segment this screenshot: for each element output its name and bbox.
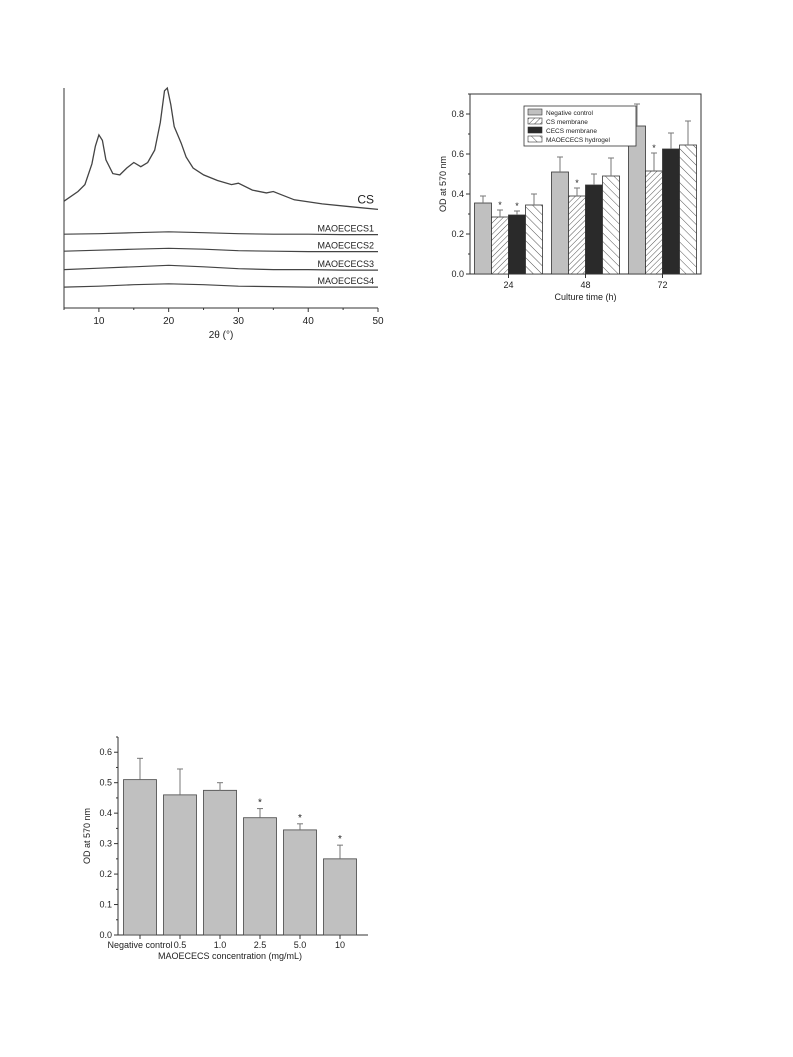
od-culture-time-chart: 0.0 0.2 0.4 0.6 0.8 OD at 570 nm Culture time …	[436, 92, 706, 304]
legend-entry: CECS membrane	[546, 128, 597, 135]
x-tick-label: 5.0	[294, 940, 307, 950]
x-tick-label: 0.5	[174, 940, 187, 950]
legend	[523, 105, 637, 147]
significance-star: *	[338, 834, 342, 845]
x-tick-label: 48	[580, 280, 590, 290]
legend-swatch	[527, 108, 543, 116]
bar-cecs-membrane	[662, 148, 680, 275]
x-tick-label: 24	[503, 280, 513, 290]
significance-star: *	[575, 178, 579, 188]
xrd-series-label-maoececs3: MAOECECS3	[317, 259, 374, 269]
y-tick-label: 0.6	[451, 149, 464, 159]
x-axis-label: 2θ (°)	[209, 330, 234, 340]
y-tick-label: 0.3	[99, 839, 112, 849]
xrd-curve-maoececs2	[63, 247, 378, 253]
legend-entry: MAOECECS hydrogel	[546, 137, 610, 144]
x-tick-label: 10	[335, 940, 345, 950]
significance-star: *	[298, 813, 302, 824]
significance-star: *	[652, 143, 656, 153]
legend-swatch	[527, 126, 543, 134]
xrd-chart: 10 20 30 40 50 2θ (°) CS MAOECECS1 MAOECECS2 MAOE…	[52, 78, 392, 341]
bar-negative-control	[474, 202, 492, 275]
y-tick-label: 0.1	[99, 900, 112, 910]
xrd-series-label-maoececs2: MAOECECS2	[317, 241, 374, 251]
legend-entry: CS membrane	[546, 119, 588, 126]
bar-maoececs-hydrogel	[679, 144, 697, 275]
bar-10	[323, 858, 357, 936]
bar-0.5	[163, 794, 197, 936]
y-tick-label: 0.6	[99, 747, 112, 757]
x-axis-label: Culture time (h)	[554, 292, 616, 302]
x-tick-label: 72	[657, 280, 667, 290]
y-tick-label: 0.4	[451, 189, 464, 199]
xrd-curve-maoececs3	[63, 264, 378, 271]
legend-swatch	[527, 117, 543, 125]
x-tick-label: Negative control	[107, 940, 172, 950]
y-tick-label: 0.0	[451, 269, 464, 279]
xrd-curve-cs	[63, 86, 379, 211]
od-culture-time-plot: 0.0 0.2 0.4 0.6 0.8 OD at 570 nm Culture time …	[438, 93, 702, 302]
y-tick-label: 0.4	[99, 808, 112, 818]
x-tick-label: 50	[372, 316, 384, 327]
bar-5.0	[283, 829, 317, 936]
significance-star: *	[258, 798, 262, 809]
x-tick-label: 40	[303, 316, 315, 327]
y-tick-label: 0.5	[99, 778, 112, 788]
xrd-curve-maoececs1	[63, 231, 378, 236]
y-tick-label: 0.0	[99, 930, 112, 940]
y-tick-label: 0.2	[99, 869, 112, 879]
bar-cs-membrane	[645, 170, 663, 275]
x-tick-label: 2.5	[254, 940, 267, 950]
y-tick-label: 0.8	[451, 109, 464, 119]
bar-cecs-membrane	[585, 184, 603, 275]
bar-negative-control	[551, 171, 569, 275]
x-axis-label: MAOECECS concentration (mg/mL)	[158, 951, 302, 961]
significance-star: *	[498, 200, 502, 210]
bar-cs-membrane	[491, 216, 509, 275]
bar-2.5	[243, 817, 277, 936]
xrd-series-label-maoececs4: MAOECECS4	[317, 276, 374, 286]
y-tick-label: 0.2	[451, 229, 464, 239]
x-tick-label: 20	[163, 316, 175, 327]
y-axis-label: OD at 570 nm	[438, 156, 448, 212]
significance-star: *	[515, 201, 519, 211]
xrd-plot: 10 20 30 40 50 2θ (°) CS MAOECECS1 MAOECECS2 MAOE…	[63, 86, 384, 341]
bar-1.0	[203, 789, 237, 936]
y-axis-label: OD at 570 nm	[82, 808, 92, 864]
xrd-series-label-cs: CS	[357, 192, 374, 206]
bar-cs-membrane	[568, 195, 586, 275]
bar-negative-control	[628, 125, 646, 275]
x-tick-label: 30	[233, 316, 245, 327]
bar-maoececs-hydrogel	[525, 204, 543, 275]
xrd-curve-maoececs4	[63, 283, 378, 288]
x-tick-label: 1.0	[214, 940, 227, 950]
legend-swatch	[527, 135, 543, 143]
od-concentration-plot: 0.0 0.1 0.2 0.3 0.4 0.5 0.6 OD at 570 nm MAOECEC…	[82, 736, 368, 961]
xrd-series-label-maoececs1: MAOECECS1	[317, 224, 374, 234]
bar-maoececs-hydrogel	[602, 175, 620, 275]
x-tick-label: 10	[93, 316, 105, 327]
bar-negative-control	[123, 779, 157, 936]
legend-entry: Negative control	[546, 110, 594, 117]
od-concentration-chart: 0.0 0.1 0.2 0.3 0.4 0.5 0.6 OD at 570 nm MAOECEC…	[78, 735, 378, 965]
bar-cecs-membrane	[508, 214, 526, 275]
